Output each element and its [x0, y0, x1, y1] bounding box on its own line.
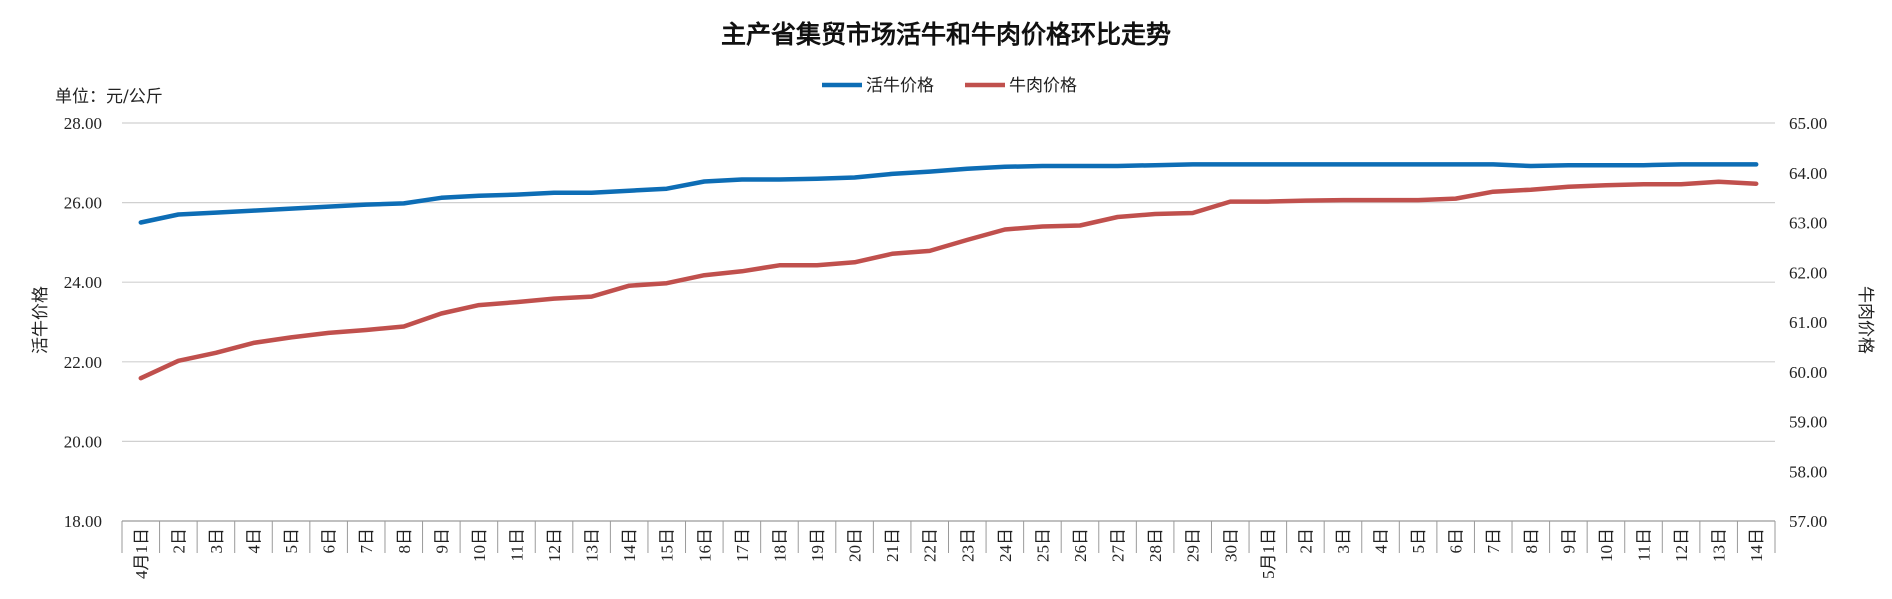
x-tick-label: 22日 [921, 528, 940, 562]
x-tick-label: 10日 [1597, 528, 1616, 562]
x-tick-label: 6日 [320, 528, 339, 554]
x-tick-label: 23日 [958, 528, 977, 562]
x-tick-label: 16日 [695, 528, 714, 562]
legend-label: 活牛价格 [866, 76, 934, 96]
x-tick-label: 4月1日 [132, 528, 151, 579]
legend-label: 牛肉价格 [1009, 76, 1077, 96]
x-tick-label: 5月1日 [1259, 528, 1278, 579]
x-tick-label: 17日 [733, 528, 752, 562]
y-tick-right: 64.00 [1789, 164, 1827, 183]
x-tick-label: 6日 [1447, 528, 1466, 554]
series-lines [138, 162, 1759, 381]
y-tick-right: 58.00 [1789, 462, 1827, 481]
x-tick-label: 24日 [996, 528, 1015, 562]
x-tick-label: 12日 [545, 528, 564, 562]
x-tick-label: 20日 [846, 528, 865, 562]
x-tick-label: 2日 [1296, 528, 1315, 554]
y-tick-right: 59.00 [1789, 413, 1827, 432]
series-line [138, 162, 1759, 225]
series-line [138, 179, 1759, 381]
x-tick-label: 13日 [1710, 528, 1729, 562]
x-tick-label: 9日 [1559, 528, 1578, 554]
x-tick-label: 26日 [1071, 528, 1090, 562]
x-tick-label: 15日 [658, 528, 677, 562]
x-tick-label: 4日 [1372, 528, 1391, 554]
x-tick-label: 8日 [395, 528, 414, 554]
x-tick-label: 11日 [507, 528, 526, 561]
legend: 活牛价格 牛肉价格 [822, 76, 1077, 96]
x-tick-label: 29日 [1184, 528, 1203, 562]
x-tick-label: 28日 [1146, 528, 1165, 562]
y-tick-right: 57.00 [1789, 512, 1827, 531]
x-tick-label: 11日 [1635, 528, 1654, 561]
y-tick-right: 65.00 [1789, 114, 1827, 133]
x-tick-label: 12日 [1672, 528, 1691, 562]
y-axis-left-label: 活牛价格 [31, 286, 51, 354]
x-tick-label: 5日 [282, 528, 301, 554]
x-tick-label: 5日 [1409, 528, 1428, 554]
x-tick-label: 13日 [583, 528, 602, 562]
y-tick-left: 18.00 [64, 512, 102, 531]
x-tick-label: 2日 [169, 528, 188, 554]
x-tick-label: 3日 [207, 528, 226, 554]
x-tick-label: 21日 [883, 528, 902, 562]
x-tick-label: 3日 [1334, 528, 1353, 554]
y-tick-right: 60.00 [1789, 363, 1827, 382]
x-tick-label: 14日 [1747, 528, 1766, 562]
x-tick-label: 7日 [1484, 528, 1503, 554]
y-tick-left: 22.00 [64, 353, 102, 372]
chart-title: 主产省集贸市场活牛和牛肉价格环比走势 [721, 20, 1171, 49]
y-tick-left: 24.00 [64, 273, 102, 292]
y-tick-right: 62.00 [1789, 263, 1827, 282]
axes: 18.00 20.00 22.00 24.00 26.00 28.00 57.00 58.00… [64, 114, 1828, 579]
y-axis-right-label: 牛肉价格 [1855, 286, 1875, 354]
x-tick-label: 14日 [620, 528, 639, 562]
y-tick-right: 61.00 [1789, 313, 1827, 332]
x-tick-label: 25日 [1033, 528, 1052, 562]
y-tick-left: 26.00 [64, 194, 102, 213]
x-tick-label: 19日 [808, 528, 827, 562]
x-tick-label: 27日 [1109, 528, 1128, 562]
x-tick-label: 18日 [770, 528, 789, 562]
x-tick-label: 10日 [470, 528, 489, 562]
x-tick-label: 8日 [1522, 528, 1541, 554]
unit-label: 单位：元/公斤 [55, 87, 163, 107]
x-tick-label: 7日 [357, 528, 376, 554]
y-tick-left: 20.00 [64, 432, 102, 451]
y-tick-right: 63.00 [1789, 214, 1827, 233]
x-tick-label: 4日 [244, 528, 263, 554]
x-tick-label: 30日 [1221, 528, 1240, 562]
x-tick-label: 9日 [432, 528, 451, 554]
y-tick-left: 28.00 [64, 114, 102, 133]
